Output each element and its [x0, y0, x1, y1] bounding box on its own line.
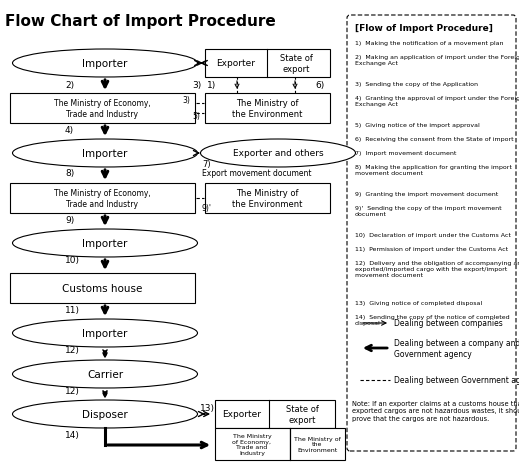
Text: 9)  Granting the import movement document: 9) Granting the import movement document [355, 192, 498, 197]
Text: 3)  Sending the copy of the Application: 3) Sending the copy of the Application [355, 82, 478, 87]
FancyBboxPatch shape [10, 94, 195, 124]
FancyBboxPatch shape [215, 400, 335, 428]
Text: Carrier: Carrier [87, 369, 123, 379]
Text: 1)  Making the notification of a movement plan: 1) Making the notification of a movement… [355, 41, 503, 46]
Text: Dealing between a company and a
Government agency: Dealing between a company and a Governme… [394, 338, 519, 358]
Text: 4)  Granting the approval of import under the Foreign
Exchange Act: 4) Granting the approval of import under… [355, 96, 519, 107]
Text: 5): 5) [192, 111, 200, 120]
Text: 5)  Giving notice of the import approval: 5) Giving notice of the import approval [355, 123, 480, 128]
Ellipse shape [12, 400, 198, 428]
Text: State of
export: State of export [280, 54, 312, 74]
FancyBboxPatch shape [10, 274, 195, 303]
FancyBboxPatch shape [10, 184, 195, 213]
Text: 12)  Delivery and the obligation of accompanying any
exported/imported cargo wit: 12) Delivery and the obligation of accom… [355, 260, 519, 277]
Text: 3): 3) [182, 96, 190, 105]
Text: 2): 2) [65, 81, 74, 90]
Text: Note: If an exporter claims at a customs house that its
exported cargos are not : Note: If an exporter claims at a customs… [352, 400, 519, 421]
Text: 7): 7) [202, 160, 211, 169]
Text: Export movement document: Export movement document [202, 169, 311, 178]
Text: 9)'  Sending the copy of the import movement
document: 9)' Sending the copy of the import movem… [355, 206, 502, 217]
FancyBboxPatch shape [347, 16, 516, 451]
Text: 14)  Sending the copy of the notice of completed
disposal: 14) Sending the copy of the notice of co… [355, 314, 510, 325]
Text: Importer: Importer [83, 328, 128, 338]
Text: 10): 10) [65, 256, 80, 264]
Text: The Ministry of
the
Environment: The Ministry of the Environment [294, 436, 340, 452]
Text: 4): 4) [65, 126, 74, 135]
Text: State of
export: State of export [285, 404, 319, 424]
Text: Importer: Importer [83, 238, 128, 249]
Text: 9)': 9)' [202, 204, 212, 213]
FancyBboxPatch shape [290, 428, 345, 460]
Text: Importer: Importer [83, 59, 128, 69]
FancyBboxPatch shape [205, 184, 330, 213]
Text: 6): 6) [315, 81, 324, 90]
Text: 10)  Declaration of import under the Customs Act: 10) Declaration of import under the Cust… [355, 232, 511, 238]
Text: 12): 12) [65, 386, 80, 395]
FancyBboxPatch shape [215, 428, 290, 460]
Text: The Ministry of
the Environment: The Ministry of the Environment [233, 189, 303, 208]
Text: Exporter: Exporter [223, 410, 262, 419]
Text: 6)  Receiving the consent from the State of import: 6) Receiving the consent from the State … [355, 137, 514, 142]
Text: 13): 13) [200, 404, 215, 413]
Ellipse shape [200, 140, 356, 168]
Text: 9): 9) [65, 216, 74, 225]
Text: 14): 14) [65, 430, 80, 439]
Ellipse shape [12, 319, 198, 347]
Text: Flow Chart of Import Procedure: Flow Chart of Import Procedure [5, 14, 276, 29]
Text: 8): 8) [65, 169, 74, 178]
Text: Dealing between Government agencies: Dealing between Government agencies [394, 375, 519, 385]
Text: The Ministry of
the Environment: The Ministry of the Environment [233, 99, 303, 119]
Ellipse shape [12, 360, 198, 388]
Text: 7)  Import movement document: 7) Import movement document [355, 150, 456, 156]
Text: Dealing between companies: Dealing between companies [394, 319, 503, 328]
Text: The Ministry
of Economy,
Trade and
Industry: The Ministry of Economy, Trade and Indus… [233, 433, 271, 455]
Ellipse shape [12, 230, 198, 257]
FancyBboxPatch shape [205, 50, 330, 78]
Text: The Ministry of Economy,
Trade and Industry: The Ministry of Economy, Trade and Indus… [54, 99, 151, 119]
Text: 12): 12) [65, 345, 80, 354]
Text: Customs house: Customs house [62, 283, 143, 294]
Text: Exporter: Exporter [216, 59, 255, 69]
Text: 1): 1) [207, 81, 216, 90]
Text: 3): 3) [192, 81, 201, 90]
Text: 11): 11) [65, 305, 80, 314]
Text: 2)  Making an application of import under the Foreign
Exchange Act: 2) Making an application of import under… [355, 55, 519, 66]
Text: 11)  Permission of import under the Customs Act: 11) Permission of import under the Custo… [355, 246, 508, 251]
Ellipse shape [12, 140, 198, 168]
Text: Importer: Importer [83, 149, 128, 159]
FancyBboxPatch shape [205, 94, 330, 124]
Text: [Flow of Import Procedure]: [Flow of Import Procedure] [355, 24, 493, 33]
Text: 13)  Giving notice of completed disposal: 13) Giving notice of completed disposal [355, 300, 482, 305]
Text: 8)  Making the application for granting the import
movement document: 8) Making the application for granting t… [355, 165, 512, 175]
Text: The Ministry of Economy,
Trade and Industry: The Ministry of Economy, Trade and Indus… [54, 189, 151, 208]
Text: Exporter and others: Exporter and others [233, 149, 323, 158]
Ellipse shape [12, 50, 198, 78]
Text: Disposer: Disposer [82, 409, 128, 419]
